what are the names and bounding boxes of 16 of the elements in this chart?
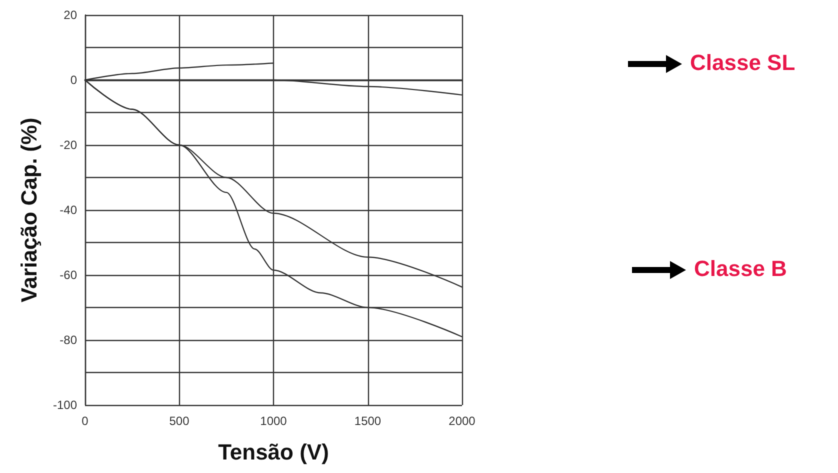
y-tick-label: -100	[52, 398, 78, 412]
y-tick-label: 20	[64, 8, 78, 22]
x-tick-label: 2000	[448, 414, 476, 428]
text: Classe SL	[690, 50, 796, 76]
text: Classe B	[694, 256, 787, 282]
x-tick-label: 0	[82, 414, 89, 428]
y-tick-label: -40	[60, 203, 78, 217]
y-tick-label: -20	[60, 138, 78, 152]
x-tick-label: 1500	[354, 414, 382, 428]
x-tick-label: 500	[169, 414, 190, 428]
y-tick-label: 0	[70, 73, 78, 87]
y-tick-label: -80	[60, 333, 78, 347]
y-tick-label: -60	[60, 268, 78, 282]
x-axis-title: Tensão (V)	[218, 440, 329, 464]
x-tick-label: 1000	[260, 414, 288, 428]
y-axis-title: Variação Cap. (%)	[16, 118, 42, 302]
